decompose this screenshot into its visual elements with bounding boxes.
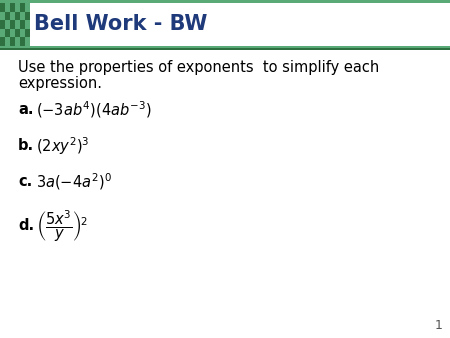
Bar bbox=[25, 38, 30, 46]
Bar bbox=[0, 11, 5, 20]
Bar bbox=[15, 29, 20, 38]
Text: b.: b. bbox=[18, 139, 34, 153]
Bar bbox=[10, 3, 15, 11]
Text: Use the properties of exponents  to simplify each: Use the properties of exponents to simpl… bbox=[18, 60, 379, 75]
Text: Bell Work - BW: Bell Work - BW bbox=[34, 15, 207, 34]
Bar bbox=[10, 20, 15, 29]
Bar bbox=[5, 3, 10, 11]
Bar bbox=[15, 20, 20, 29]
Bar bbox=[20, 3, 25, 11]
Bar bbox=[25, 11, 30, 20]
Bar bbox=[10, 29, 15, 38]
Text: $3a(\mathdefault{-}4a^2)^0$: $3a(\mathdefault{-}4a^2)^0$ bbox=[36, 172, 112, 192]
Bar bbox=[15, 38, 20, 46]
Text: 1: 1 bbox=[435, 319, 443, 332]
Bar bbox=[5, 20, 10, 29]
Text: $(\mathdefault{-}3ab^4)(4ab^{-3})$: $(\mathdefault{-}3ab^4)(4ab^{-3})$ bbox=[36, 100, 152, 120]
Bar bbox=[0, 0, 450, 3]
Bar bbox=[20, 38, 25, 46]
Bar bbox=[0, 0, 450, 50]
Text: c.: c. bbox=[18, 174, 32, 190]
Bar bbox=[5, 11, 10, 20]
Bar bbox=[20, 11, 25, 20]
Bar bbox=[25, 29, 30, 38]
Text: $\left(\dfrac{5x^3}{y}\right)^{\!2}$: $\left(\dfrac{5x^3}{y}\right)^{\!2}$ bbox=[36, 208, 88, 244]
Bar bbox=[10, 38, 15, 46]
Bar bbox=[25, 20, 30, 29]
Bar bbox=[25, 3, 30, 11]
Text: a.: a. bbox=[18, 102, 33, 118]
Bar bbox=[20, 29, 25, 38]
Bar bbox=[5, 38, 10, 46]
Bar bbox=[15, 11, 20, 20]
Bar bbox=[10, 11, 15, 20]
Bar bbox=[0, 20, 5, 29]
Bar bbox=[0, 3, 5, 11]
Bar bbox=[0, 48, 450, 50]
Text: expression.: expression. bbox=[18, 76, 102, 91]
Bar bbox=[0, 29, 5, 38]
Bar bbox=[5, 29, 10, 38]
Bar bbox=[0, 46, 450, 48]
Bar bbox=[0, 38, 5, 46]
Text: $(2xy^2)^3$: $(2xy^2)^3$ bbox=[36, 135, 90, 157]
Bar bbox=[20, 20, 25, 29]
Text: d.: d. bbox=[18, 218, 34, 234]
Bar bbox=[15, 3, 20, 11]
